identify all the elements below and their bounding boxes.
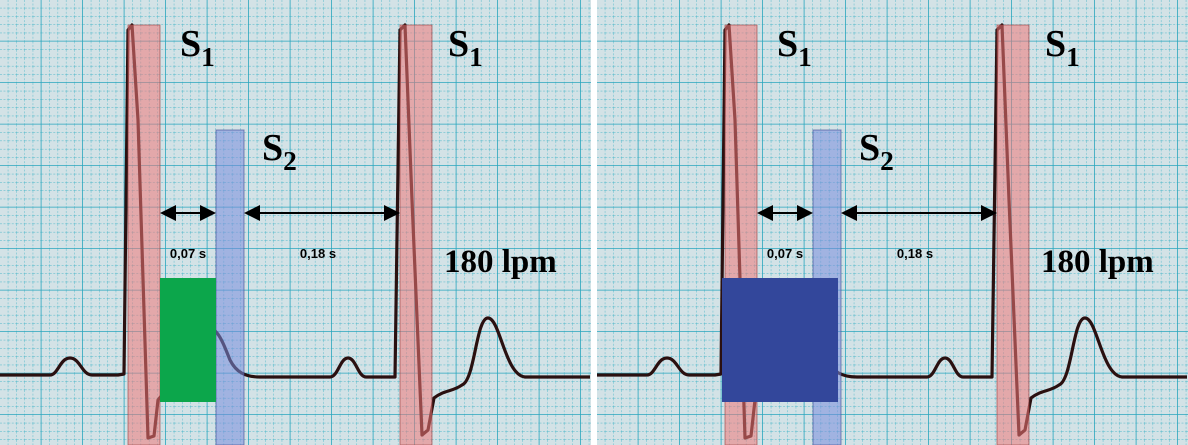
ecg-panel: S1 S1 S2 0,07 s 0,18 s 180 lpm	[0, 0, 591, 445]
sound-subscript: 2	[880, 146, 894, 176]
sound-subscript: 1	[469, 42, 483, 72]
interval-label: 0,07 s	[170, 246, 206, 261]
sound-letter: S	[1045, 23, 1066, 65]
sound-subscript: 1	[798, 42, 812, 72]
sound-letter: S	[859, 127, 880, 169]
highlight-box	[722, 278, 838, 402]
s1-marker	[128, 25, 160, 445]
interval-label: 0,18 s	[300, 246, 336, 261]
sound-letter: S	[448, 23, 469, 65]
sound-letter: S	[777, 23, 798, 65]
s2-marker	[216, 130, 244, 445]
sound-letter: S	[180, 23, 201, 65]
figure: S1 S1 S2 0,07 s 0,18 s 180 lpm S1 S1 S	[0, 0, 1188, 445]
highlight-box	[160, 278, 216, 402]
heart-rate: 180 lpm	[444, 244, 557, 280]
sound-letter: S	[262, 127, 283, 169]
s1-marker	[997, 25, 1029, 445]
s1-marker	[400, 25, 432, 445]
interval-label: 0,18 s	[897, 246, 933, 261]
page: S1 S1 S2 0,07 s 0,18 s 180 lpm S1 S1 S	[0, 0, 1188, 445]
ecg-panel: S1 S1 S2 0,07 s 0,18 s 180 lpm	[597, 0, 1188, 445]
sound-subscript: 1	[1066, 42, 1080, 72]
sound-subscript: 1	[201, 42, 215, 72]
heart-rate: 180 lpm	[1041, 244, 1154, 280]
sound-subscript: 2	[283, 146, 297, 176]
interval-label: 0,07 s	[767, 246, 803, 261]
